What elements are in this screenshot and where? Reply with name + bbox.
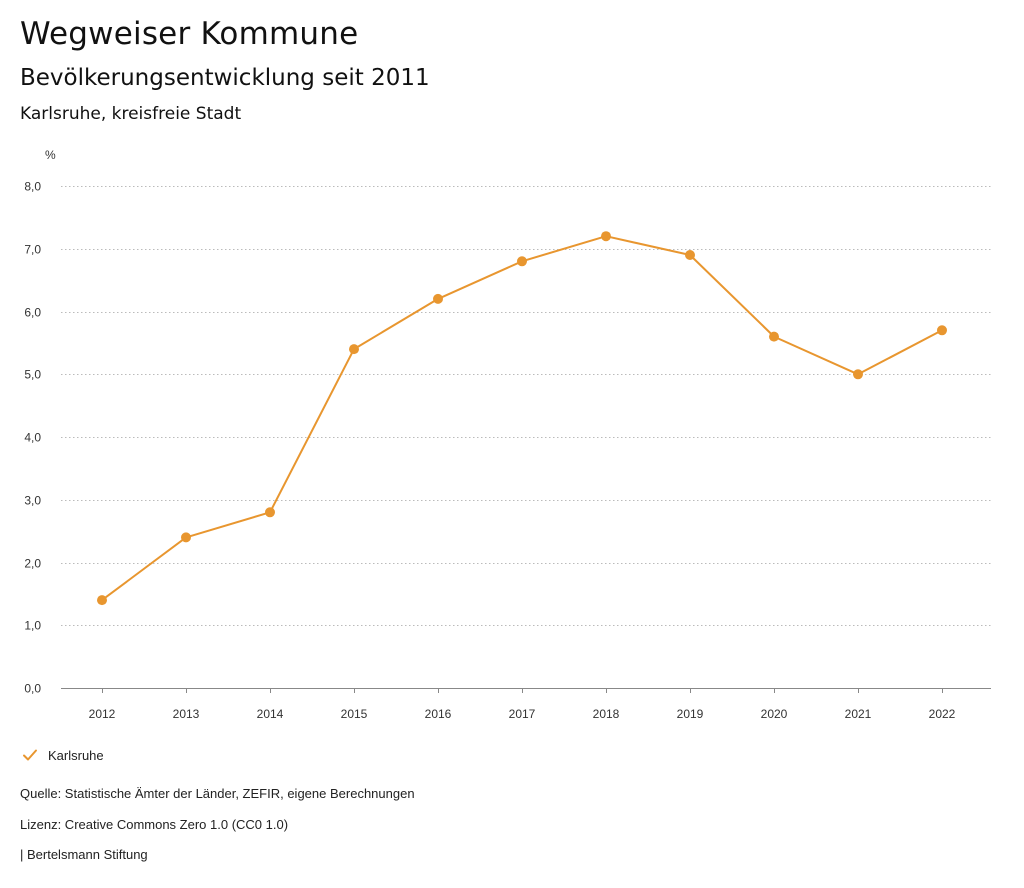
data-point [265, 507, 275, 518]
y-tick-label: 8,0 [24, 180, 41, 194]
check-icon [23, 749, 37, 761]
page-title: Wegweiser Kommune [20, 16, 359, 52]
y-axis-unit-label: % [45, 148, 56, 162]
data-point [433, 293, 443, 304]
x-tick-label: 2013 [173, 707, 200, 721]
y-tick-label: 1,0 [24, 619, 41, 633]
data-point [349, 344, 359, 355]
x-tick-label: 2012 [89, 707, 116, 721]
y-tick-label: 6,0 [24, 306, 41, 320]
x-tick-label: 2020 [761, 707, 788, 721]
chart-subtitle: Bevölkerungsentwicklung seit 2011 [20, 65, 430, 91]
data-point [97, 595, 107, 606]
x-tick-label: 2017 [509, 707, 536, 721]
x-tick-label: 2014 [257, 707, 284, 721]
x-tick-label: 2022 [929, 707, 956, 721]
data-point [937, 325, 947, 336]
data-point [769, 331, 779, 342]
credit-note: | Bertelsmann Stiftung [20, 847, 148, 862]
series-line-karlsruhe [101, 235, 943, 601]
legend-label: Karlsruhe [48, 747, 104, 763]
y-tick-label: 3,0 [24, 494, 41, 508]
source-note: Quelle: Statistische Ämter der Länder, Z… [20, 786, 415, 801]
x-tick-label: 2019 [677, 707, 704, 721]
data-point [685, 250, 695, 260]
y-tick-label: 0,0 [24, 682, 41, 696]
data-point [853, 369, 863, 380]
line-chart: % 0,0 1,0 2,0 3,0 4,0 5,0 6,0 7,0 8,0 2012 2013 2014… [24, 148, 991, 721]
x-tick-label: 2018 [593, 707, 620, 721]
y-tick-label: 4,0 [24, 431, 41, 445]
y-tick-label: 7,0 [24, 243, 41, 257]
legend-item-karlsruhe[interactable]: Karlsruhe [22, 744, 104, 766]
data-point [517, 256, 527, 267]
region-label: Karlsruhe, kreisfreie Stadt [20, 104, 242, 124]
x-tick-label: 2015 [341, 707, 368, 721]
x-tick-label: 2016 [425, 707, 452, 721]
y-tick-label: 5,0 [24, 368, 41, 382]
data-point [181, 532, 191, 543]
x-tick-label: 2021 [845, 707, 872, 721]
y-tick-label: 2,0 [24, 557, 41, 571]
license-note: Lizenz: Creative Commons Zero 1.0 (CC0 1… [20, 817, 289, 832]
data-point [601, 231, 611, 242]
